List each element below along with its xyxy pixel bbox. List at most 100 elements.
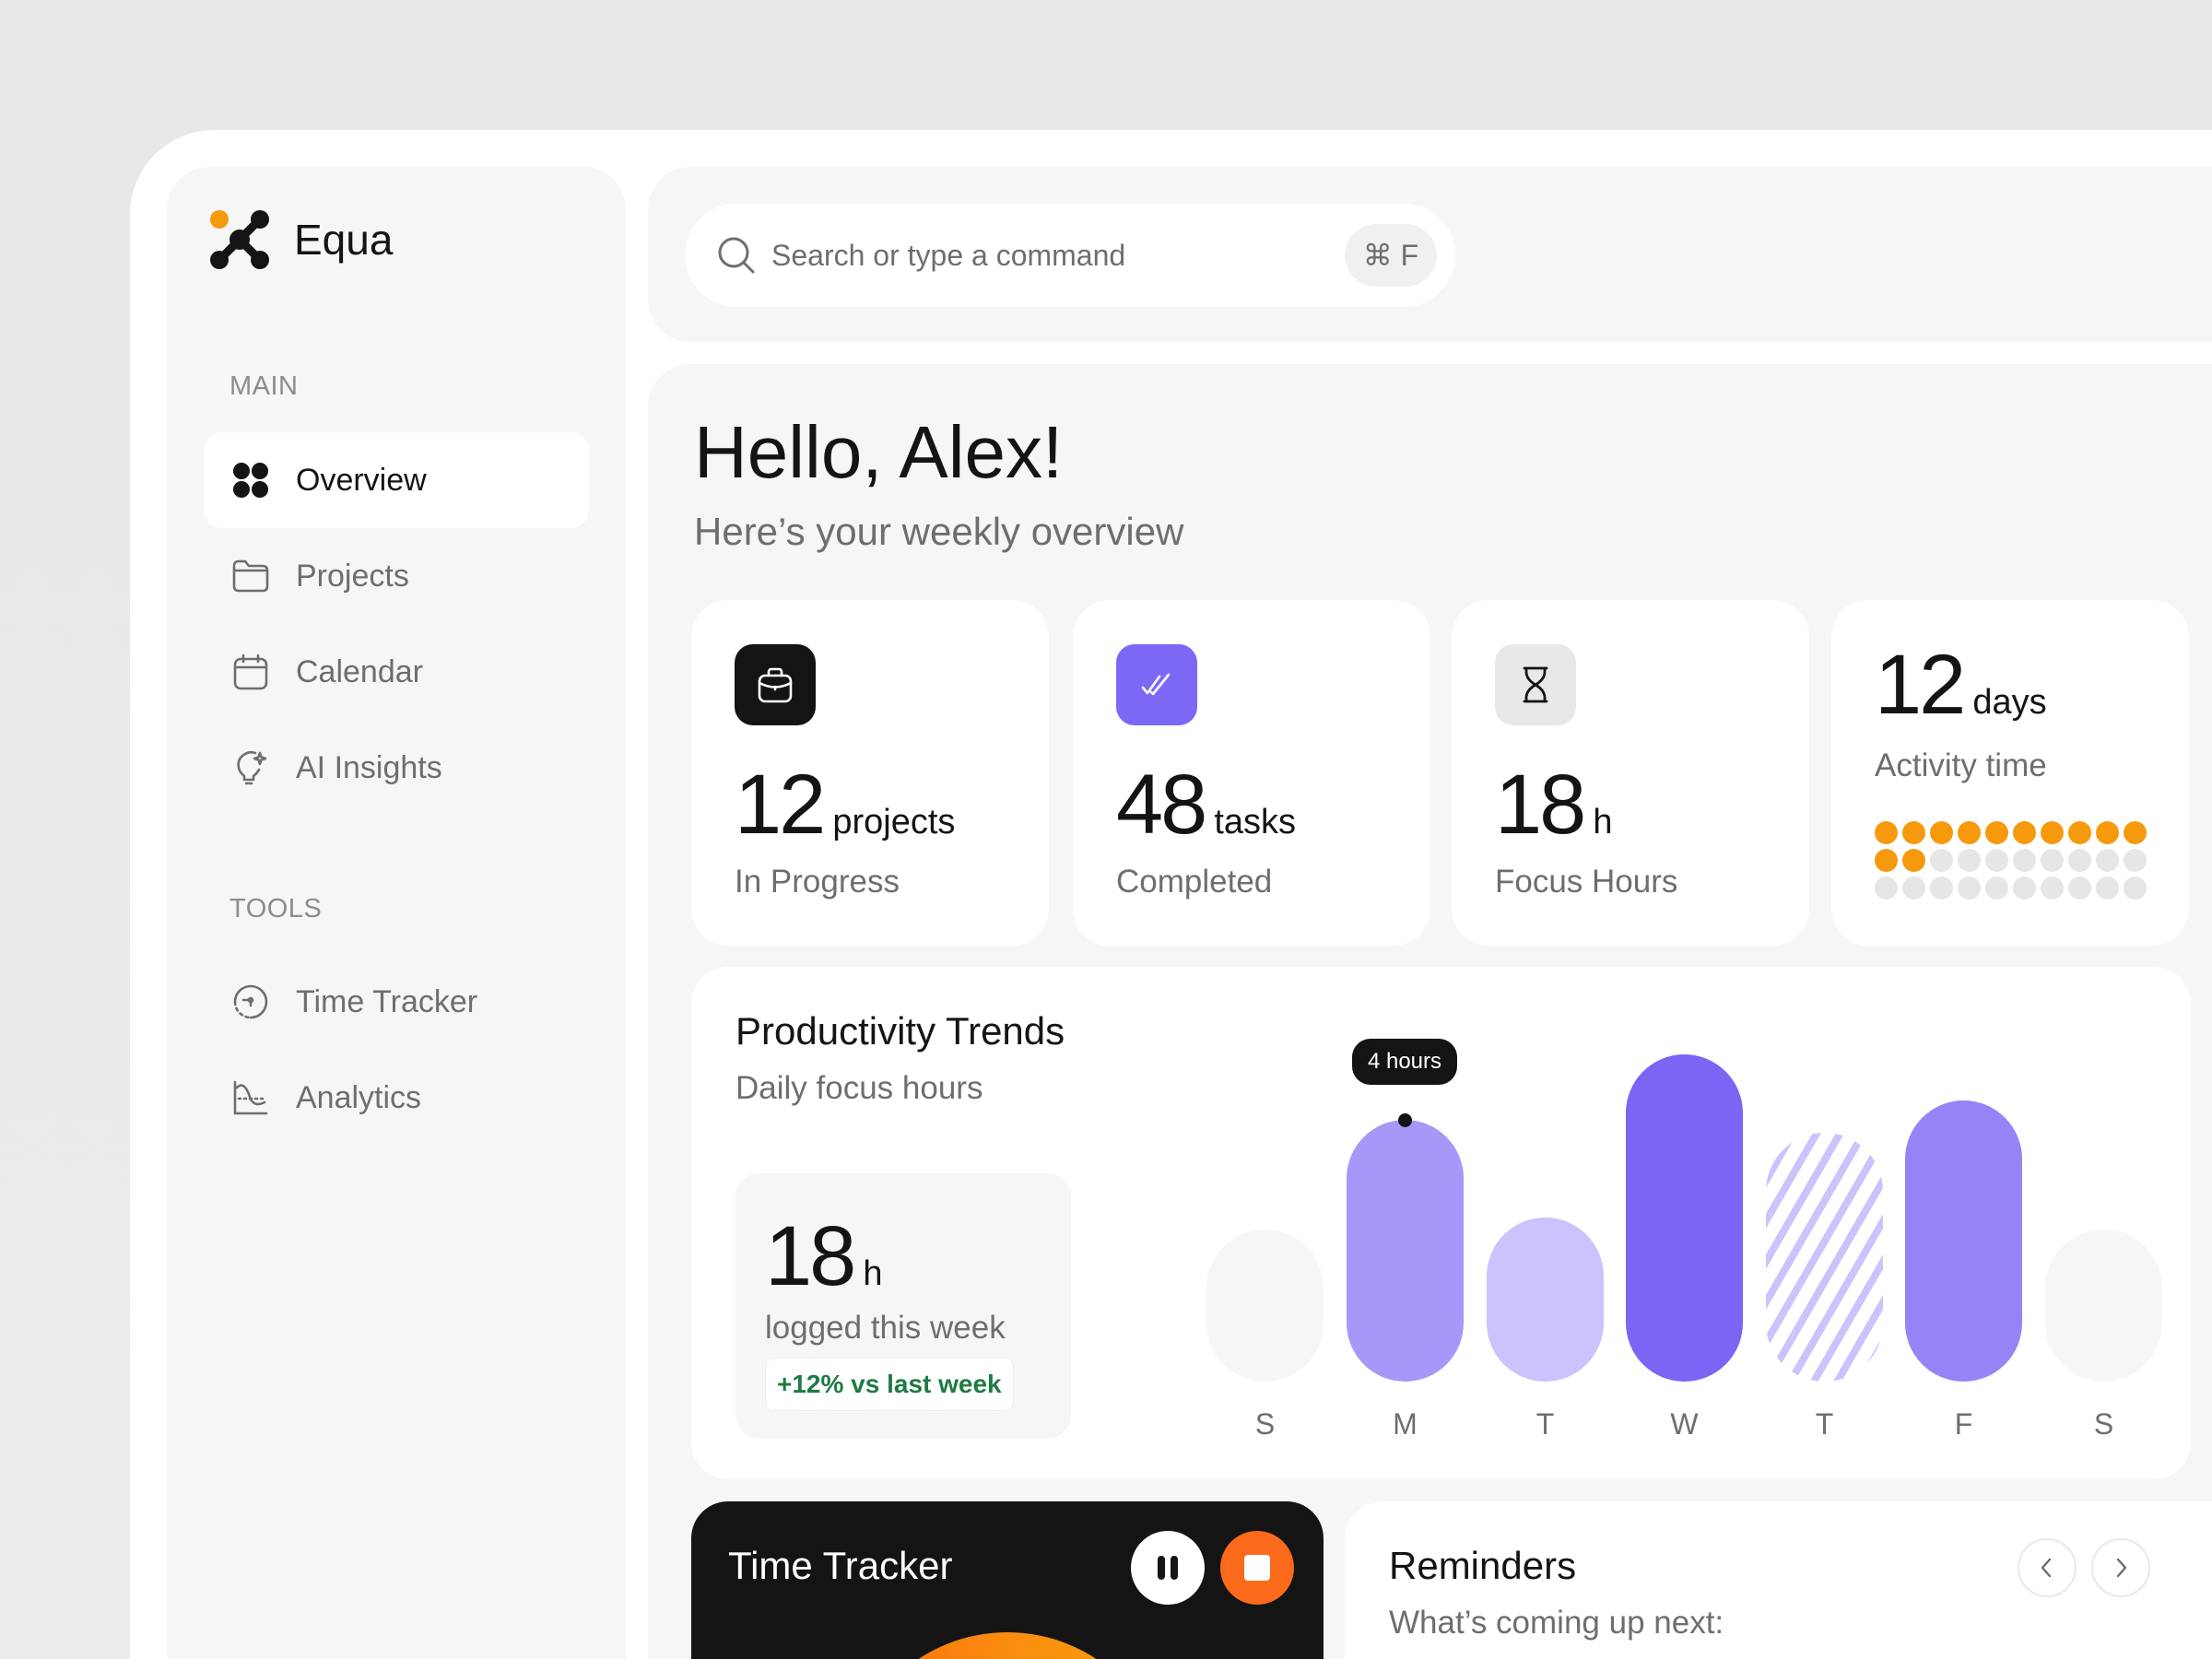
chart-bar[interactable] (2045, 1230, 2162, 1382)
tracker-title: Time Tracker (728, 1544, 953, 1587)
chart-bar[interactable] (1206, 1230, 1324, 1382)
productivity-title: Productivity Trends (735, 1009, 1065, 1053)
summary-value: 18 h (765, 1208, 882, 1305)
folder-icon (231, 557, 270, 595)
reminders-card: Reminders What’s coming up next: (1345, 1501, 2212, 1659)
sidebar-item-ai-insights[interactable]: AI Insights (204, 720, 589, 816)
activity-dot-inactive (2013, 877, 2036, 900)
sidebar-item-overview[interactable]: Overview (204, 432, 589, 528)
summary-label: logged this week (765, 1310, 1006, 1346)
activity-dot-inactive (2096, 849, 2119, 872)
summary-unit: h (863, 1254, 883, 1293)
activity-dot-inactive (1875, 877, 1898, 900)
activity-dot-grid (1875, 821, 2147, 900)
chart-axis-label: S (1254, 1407, 1276, 1441)
activity-dot-active (1958, 821, 1981, 844)
stat-value: 12 days (1875, 637, 2047, 734)
sidebar-item-projects[interactable]: Projects (204, 528, 589, 624)
activity-dot-inactive (2041, 877, 2064, 900)
activity-dot-inactive (2124, 849, 2147, 872)
main-content: Hello, Alex! Here’s your weekly overview… (648, 364, 2212, 1659)
activity-dot-active (2096, 821, 2119, 844)
briefcase-icon (735, 644, 816, 725)
sidebar-item-label: Projects (296, 558, 409, 594)
activity-dot-inactive (1902, 877, 1925, 900)
chart-line-icon (231, 1078, 270, 1117)
activity-dot-inactive (2041, 849, 2064, 872)
sidebar: Equa MAIN Overview Projects Calendar AI … (167, 167, 626, 1659)
timer-progress-dial (846, 1632, 1169, 1659)
activity-dot-active (1902, 821, 1925, 844)
stat-number: 48 (1116, 758, 1207, 852)
activity-dot-inactive (2013, 849, 2036, 872)
chart-bar[interactable] (1487, 1218, 1604, 1382)
chart-axis-label: F (1954, 1407, 1973, 1441)
section-label-main: MAIN (229, 371, 299, 401)
stat-card-projects[interactable]: 12 projects In Progress (691, 600, 1049, 946)
grid-dots-icon (231, 461, 270, 500)
page-subtitle: Here’s your weekly overview (694, 510, 1184, 553)
focus-bar-chart: S M T W T F S 4 hours (691, 967, 2191, 1479)
activity-dot-active (1902, 849, 1925, 872)
activity-dot-active (2068, 821, 2091, 844)
logo[interactable]: Equa (209, 209, 393, 270)
sidebar-item-analytics[interactable]: Analytics (204, 1050, 589, 1146)
activity-dot-inactive (1958, 877, 1981, 900)
chart-axis-label: S (2093, 1407, 2114, 1441)
stat-unit: days (1972, 683, 2047, 722)
lightbulb-sparkle-icon (231, 748, 270, 787)
stat-card-activity[interactable]: 12 days Activity time (1831, 600, 2189, 946)
summary-number: 18 (765, 1209, 856, 1303)
delta-badge: +12% vs last week (765, 1358, 1014, 1411)
activity-dot-inactive (1958, 849, 1981, 872)
chevron-right-icon (2116, 1558, 2127, 1578)
topbar: ⌘ F (648, 167, 2212, 342)
chart-bar[interactable] (1626, 1054, 1743, 1382)
stat-label: Focus Hours (1495, 864, 1678, 900)
stat-unit: h (1593, 803, 1613, 841)
chart-bar[interactable] (1766, 1133, 1883, 1382)
app-name: Equa (294, 216, 394, 264)
stat-card-tasks[interactable]: 48 tasks Completed (1073, 600, 1430, 946)
activity-dot-inactive (2096, 877, 2119, 900)
search-bar[interactable]: ⌘ F (685, 204, 1455, 307)
activity-dot-active (2041, 821, 2064, 844)
weekly-summary: 18 h logged this week +12% vs last week (735, 1173, 1071, 1439)
sidebar-item-label: Overview (296, 462, 427, 498)
chevron-left-icon (2041, 1558, 2052, 1578)
next-button[interactable] (2091, 1538, 2150, 1597)
pause-icon (1158, 1556, 1178, 1580)
activity-dot-active (1875, 821, 1898, 844)
stop-button[interactable] (1220, 1531, 1294, 1605)
stat-value: 12 projects (735, 757, 955, 853)
sidebar-item-label: AI Insights (296, 749, 442, 785)
activity-dot-inactive (2068, 849, 2091, 872)
search-icon (718, 237, 755, 274)
activity-dot-active (1930, 821, 1953, 844)
stat-label: Activity time (1875, 747, 2047, 783)
sidebar-item-calendar[interactable]: Calendar (204, 624, 589, 720)
pause-button[interactable] (1131, 1531, 1205, 1605)
activity-dot-inactive (2068, 877, 2091, 900)
search-input[interactable] (771, 238, 1306, 273)
previous-button[interactable] (2018, 1538, 2077, 1597)
stat-label: Completed (1116, 864, 1273, 900)
stat-card-focus-hours[interactable]: 18 h Focus Hours (1452, 600, 1809, 946)
productivity-subtitle: Daily focus hours (735, 1070, 983, 1106)
page-title: Hello, Alex! (694, 411, 1064, 493)
sidebar-item-time-tracker[interactable]: Time Tracker (204, 954, 589, 1050)
chart-axis-label: W (1670, 1407, 1699, 1441)
timer-icon (231, 982, 270, 1021)
chart-axis-label: T (1815, 1407, 1834, 1441)
chart-bar[interactable] (1347, 1120, 1464, 1382)
stat-value: 18 h (1495, 757, 1612, 853)
reminders-title: Reminders (1389, 1544, 1577, 1587)
activity-dot-active (2124, 821, 2147, 844)
sidebar-item-label: Analytics (296, 1079, 422, 1115)
time-tracker-card: Time Tracker (691, 1501, 1324, 1659)
stat-number: 12 (735, 758, 826, 852)
chart-bar[interactable] (1905, 1100, 2022, 1382)
double-check-icon (1116, 644, 1197, 725)
chart-tooltip-marker (1398, 1113, 1412, 1127)
calendar-icon (231, 653, 270, 691)
